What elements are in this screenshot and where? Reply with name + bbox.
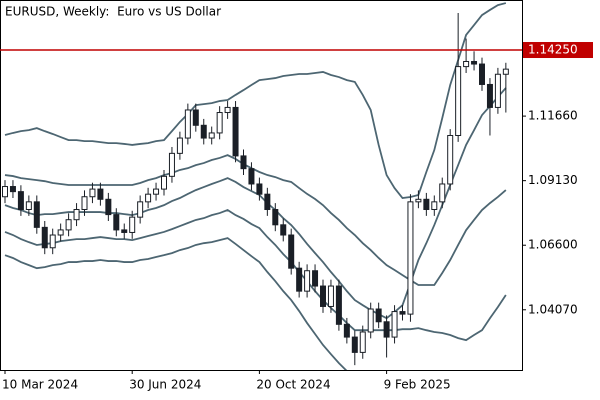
candle-body xyxy=(439,183,446,203)
candle-body xyxy=(73,208,80,221)
candle-body xyxy=(232,106,239,157)
candle-body xyxy=(280,224,287,236)
candle-body xyxy=(9,186,16,193)
y-tick-label: 1.06600 xyxy=(528,238,578,252)
candle-body xyxy=(240,155,247,170)
candle-body xyxy=(463,60,470,68)
band-line xyxy=(4,87,507,320)
candle-body xyxy=(343,323,350,338)
chart-title: EURUSD, Weekly: Euro vs US Dollar xyxy=(5,5,221,19)
candle-body xyxy=(320,285,326,307)
candle-body xyxy=(367,308,374,333)
x-tick-label: 30 Jun 2024 xyxy=(129,378,201,392)
y-tick-label: 1.09130 xyxy=(528,173,578,187)
candle-body xyxy=(288,234,295,269)
band-line xyxy=(4,237,348,370)
price-label-box xyxy=(523,42,593,59)
candle-body xyxy=(153,188,160,195)
candle-body xyxy=(49,234,56,249)
candle-body xyxy=(176,137,183,154)
candle-body xyxy=(351,336,358,353)
candle-body xyxy=(304,270,311,292)
candle-body xyxy=(455,66,462,136)
candle-body xyxy=(168,152,175,177)
candle-body xyxy=(407,201,414,315)
candle-body xyxy=(25,201,32,210)
price-label: 1.14250 xyxy=(528,43,578,57)
candle-body xyxy=(33,201,40,228)
candle-body xyxy=(129,216,136,233)
candle-body xyxy=(81,196,88,210)
candle-body xyxy=(359,331,366,353)
x-tick-label: 10 Mar 2024 xyxy=(2,378,78,392)
candle-body xyxy=(335,285,342,325)
candle-body xyxy=(105,198,112,216)
candle-body xyxy=(399,311,406,315)
band-line xyxy=(4,2,507,199)
candle-body xyxy=(65,219,72,231)
candle-body xyxy=(41,226,48,249)
candle-body xyxy=(184,109,191,139)
candle-body xyxy=(486,83,493,108)
band-line xyxy=(4,209,507,342)
candle-body xyxy=(502,68,509,75)
y-tick-label: 1.11660 xyxy=(528,109,578,123)
candle-body xyxy=(216,112,223,134)
y-tick-label: 1.04070 xyxy=(528,302,578,316)
candle-body xyxy=(113,214,120,231)
candle-body xyxy=(296,267,303,292)
candle-body xyxy=(431,201,438,210)
band-line xyxy=(4,154,507,286)
candle-body xyxy=(494,73,501,108)
candle-body xyxy=(327,285,334,307)
candle-body xyxy=(272,208,279,226)
candle-body xyxy=(256,183,263,195)
candle-body xyxy=(391,311,398,338)
candle-body xyxy=(423,198,430,210)
candle-body xyxy=(192,109,199,126)
candle-body xyxy=(224,106,231,114)
x-tick-label: 20 Oct 2024 xyxy=(256,378,330,392)
candle-body xyxy=(145,193,152,203)
candle-body xyxy=(208,132,215,139)
candle-body xyxy=(471,60,478,65)
candle-body xyxy=(97,188,104,200)
x-tick-label: 9 Feb 2025 xyxy=(384,378,451,392)
candle-body xyxy=(57,229,64,236)
candle-body xyxy=(383,321,390,338)
candle-body xyxy=(2,186,8,198)
candle-body xyxy=(415,198,422,203)
candle-body xyxy=(248,168,255,185)
plot-area xyxy=(2,2,509,370)
candle-body xyxy=(447,134,454,185)
candle-body xyxy=(137,201,144,218)
candle-body xyxy=(121,229,128,233)
candle-body xyxy=(479,63,485,85)
candle-body xyxy=(161,175,167,190)
candle-body xyxy=(89,188,96,198)
candle-body xyxy=(200,124,207,139)
candle-body xyxy=(375,308,382,323)
candle-body xyxy=(264,193,271,210)
candle-body xyxy=(17,191,24,210)
candle-body xyxy=(312,270,319,287)
